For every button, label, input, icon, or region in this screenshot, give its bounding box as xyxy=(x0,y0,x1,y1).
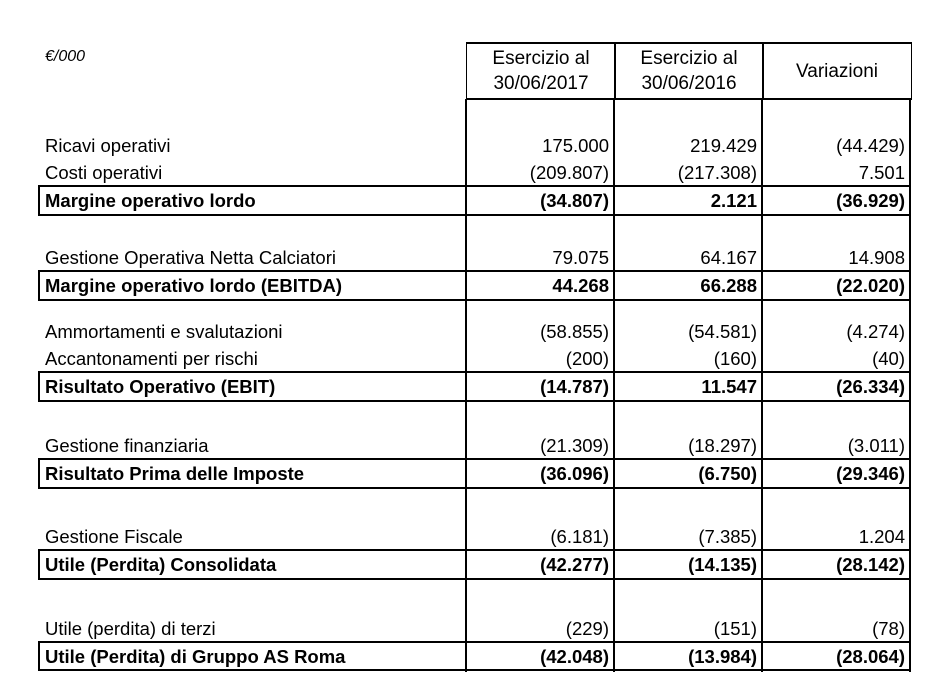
column-header-line: 30/06/2017 xyxy=(493,73,589,94)
total-value: (13.984) xyxy=(688,646,757,667)
total-label: Utile (Perdita) Consolidata xyxy=(45,554,277,575)
row-label: Ricavi operativi xyxy=(45,135,171,156)
column-header-text: Esercizio al 30/06/2016 xyxy=(640,46,737,96)
row-value: (209.807) xyxy=(529,162,609,183)
total-value: 11.547 xyxy=(701,376,757,397)
total-bottom-border xyxy=(38,487,911,489)
row-label: Gestione Operativa Netta Calciatori xyxy=(45,247,336,268)
total-value: (42.048) xyxy=(540,646,609,667)
total-bottom-border xyxy=(38,214,911,216)
row-value: (58.855) xyxy=(540,321,609,342)
row-label: Costi operativi xyxy=(45,162,163,183)
row-label: Utile (perdita) di terzi xyxy=(45,618,216,639)
total-value: (28.142) xyxy=(836,554,905,575)
row-value: (3.011) xyxy=(847,435,905,456)
unit-label: €/000 xyxy=(45,48,86,65)
column-divider xyxy=(761,99,763,672)
column-header-line: Variazioni xyxy=(795,60,879,82)
row-value: (18.297) xyxy=(688,435,757,456)
column-header: Variazioni xyxy=(762,42,912,100)
total-value: (28.064) xyxy=(836,646,905,667)
total-value: 44.268 xyxy=(552,275,609,296)
column-header-text: Variazioni xyxy=(796,59,878,84)
row-label: Accantonamenti per rischi xyxy=(45,348,258,369)
total-label: Risultato Operativo (EBIT) xyxy=(45,376,276,397)
row-label: Ammortamenti e svalutazioni xyxy=(45,321,283,342)
row-value: 7.501 xyxy=(858,162,905,183)
column-divider xyxy=(465,99,467,672)
total-value: (42.277) xyxy=(540,554,609,575)
total-label: Margine operativo lordo xyxy=(45,190,256,211)
column-header-line: 30/06/2016 xyxy=(641,73,737,94)
row-value: (151) xyxy=(713,618,757,639)
total-bottom-border xyxy=(38,400,911,402)
row-label: Gestione Fiscale xyxy=(45,526,183,547)
total-top-border xyxy=(38,549,911,551)
row-value: 79.075 xyxy=(552,247,609,268)
total-left-border xyxy=(38,641,40,671)
total-left-border xyxy=(38,458,40,489)
total-value: (14.787) xyxy=(540,376,609,397)
row-value: (229) xyxy=(565,618,609,639)
total-value: (14.135) xyxy=(688,554,757,575)
row-value: 14.908 xyxy=(848,247,905,268)
total-label: Utile (Perdita) di Gruppo AS Roma xyxy=(45,646,346,667)
row-value: (6.181) xyxy=(550,526,609,547)
total-top-border xyxy=(38,458,911,460)
row-value: (200) xyxy=(565,348,609,369)
total-value: 2.121 xyxy=(710,190,757,211)
row-value: 175.000 xyxy=(542,135,609,156)
row-value: (7.385) xyxy=(698,526,757,547)
total-bottom-border xyxy=(38,299,911,301)
total-top-border xyxy=(38,371,911,373)
column-header-line: Esercizio al xyxy=(492,48,590,69)
total-value: (29.346) xyxy=(836,463,905,484)
total-label: Risultato Prima delle Imposte xyxy=(45,463,305,484)
row-value: (4.274) xyxy=(846,321,905,342)
total-left-border xyxy=(38,270,40,301)
column-header: Esercizio al 30/06/2016 xyxy=(614,42,764,100)
total-left-border xyxy=(38,371,40,402)
row-label: Gestione finanziaria xyxy=(45,435,209,456)
row-value: (217.308) xyxy=(677,162,757,183)
row-value: (40) xyxy=(872,348,905,369)
column-divider xyxy=(613,99,615,672)
total-value: 66.288 xyxy=(700,275,757,296)
total-bottom-border xyxy=(38,578,911,580)
total-left-border xyxy=(38,185,40,216)
column-header-text: Esercizio al 30/06/2017 xyxy=(492,46,589,96)
total-top-border xyxy=(38,641,911,643)
total-value: (36.096) xyxy=(540,463,609,484)
total-value: (34.807) xyxy=(540,190,609,211)
row-value: (21.309) xyxy=(540,435,609,456)
column-header: Esercizio al 30/06/2017 xyxy=(466,42,616,100)
total-value: (6.750) xyxy=(698,463,757,484)
total-top-border xyxy=(38,270,911,272)
row-value: (78) xyxy=(872,618,905,639)
total-label: Margine operativo lordo (EBITDA) xyxy=(45,275,343,296)
column-divider xyxy=(909,99,911,672)
column-header-line: Esercizio al xyxy=(640,48,738,69)
row-value: (160) xyxy=(713,348,757,369)
total-left-border xyxy=(38,549,40,580)
total-bottom-border xyxy=(38,669,911,671)
row-value: 219.429 xyxy=(690,135,757,156)
total-value: (22.020) xyxy=(836,275,905,296)
row-value: 1.204 xyxy=(858,526,905,547)
row-value: 64.167 xyxy=(700,247,757,268)
total-top-border xyxy=(38,185,911,187)
total-value: (26.334) xyxy=(836,376,905,397)
row-value: (54.581) xyxy=(688,321,757,342)
row-value: (44.429) xyxy=(836,135,905,156)
total-value: (36.929) xyxy=(836,190,905,211)
